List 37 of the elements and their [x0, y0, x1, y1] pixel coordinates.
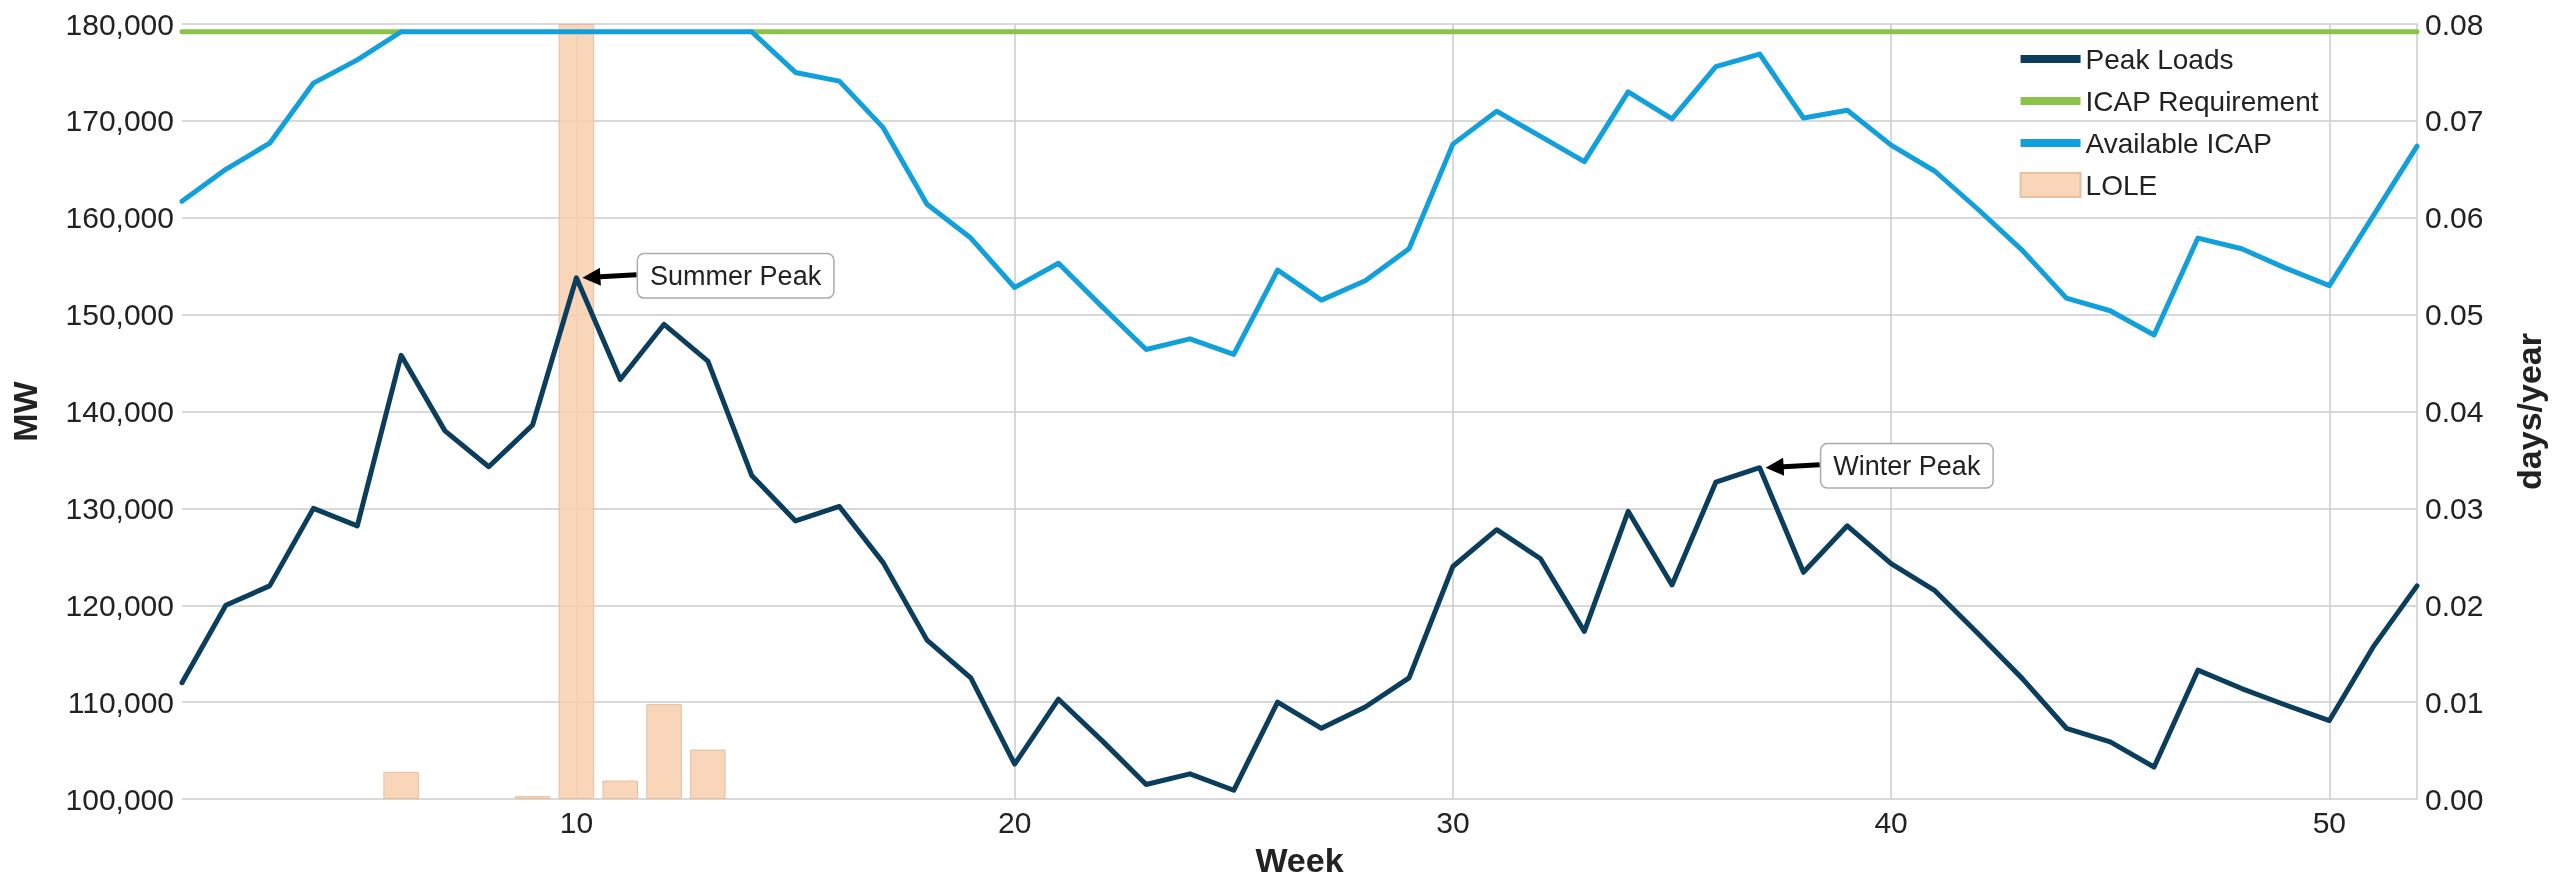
legend-label: Available ICAP	[2085, 127, 2272, 159]
bar	[646, 704, 682, 799]
y2-tick-label: 0.02	[2425, 588, 2484, 622]
legend-label: LOLE	[2085, 169, 2158, 201]
y-tick-label: 170,000	[65, 104, 174, 138]
y2-axis-title: days/year	[2510, 333, 2548, 490]
y-tick-label: 130,000	[65, 491, 174, 525]
annotation: Summer Peak	[650, 260, 822, 291]
y-tick-label: 150,000	[65, 298, 174, 332]
y2-tick-label: 0.08	[2425, 7, 2484, 41]
bar	[383, 771, 419, 799]
annotation: Winter Peak	[1833, 450, 1981, 481]
y-tick-label: 100,000	[65, 782, 174, 816]
bar	[602, 780, 639, 799]
x-tick-label: 30	[1436, 805, 1470, 839]
y-tick-label: 160,000	[65, 201, 174, 235]
y-axis-title: MW	[6, 380, 44, 442]
x-tick-label: 10	[559, 805, 594, 839]
x-axis-title: Week	[1255, 841, 1344, 879]
x-tick-label: 20	[997, 805, 1032, 839]
y2-tick-label: 0.05	[2425, 298, 2484, 332]
y2-tick-label: 0.06	[2425, 201, 2484, 235]
y-tick-label: 140,000	[65, 395, 174, 428]
bar	[690, 749, 726, 799]
x-tick-label: 50	[2312, 805, 2347, 839]
y2-tick-label: 0.03	[2425, 491, 2484, 525]
legend-label: Peak Loads	[2085, 43, 2234, 75]
y2-tick-label: 0.07	[2425, 104, 2484, 138]
legend-label: ICAP Requirement	[2085, 85, 2319, 117]
y2-tick-label: 0.00	[2425, 782, 2484, 816]
y2-tick-label: 0.01	[2425, 685, 2484, 719]
y2-tick-label: 0.04	[2425, 395, 2484, 428]
x-tick-label: 40	[1874, 805, 1908, 839]
bar	[558, 24, 595, 799]
y-tick-label: 180,000	[65, 7, 174, 41]
y-tick-label: 110,000	[67, 685, 174, 719]
y-tick-label: 120,000	[65, 588, 174, 622]
